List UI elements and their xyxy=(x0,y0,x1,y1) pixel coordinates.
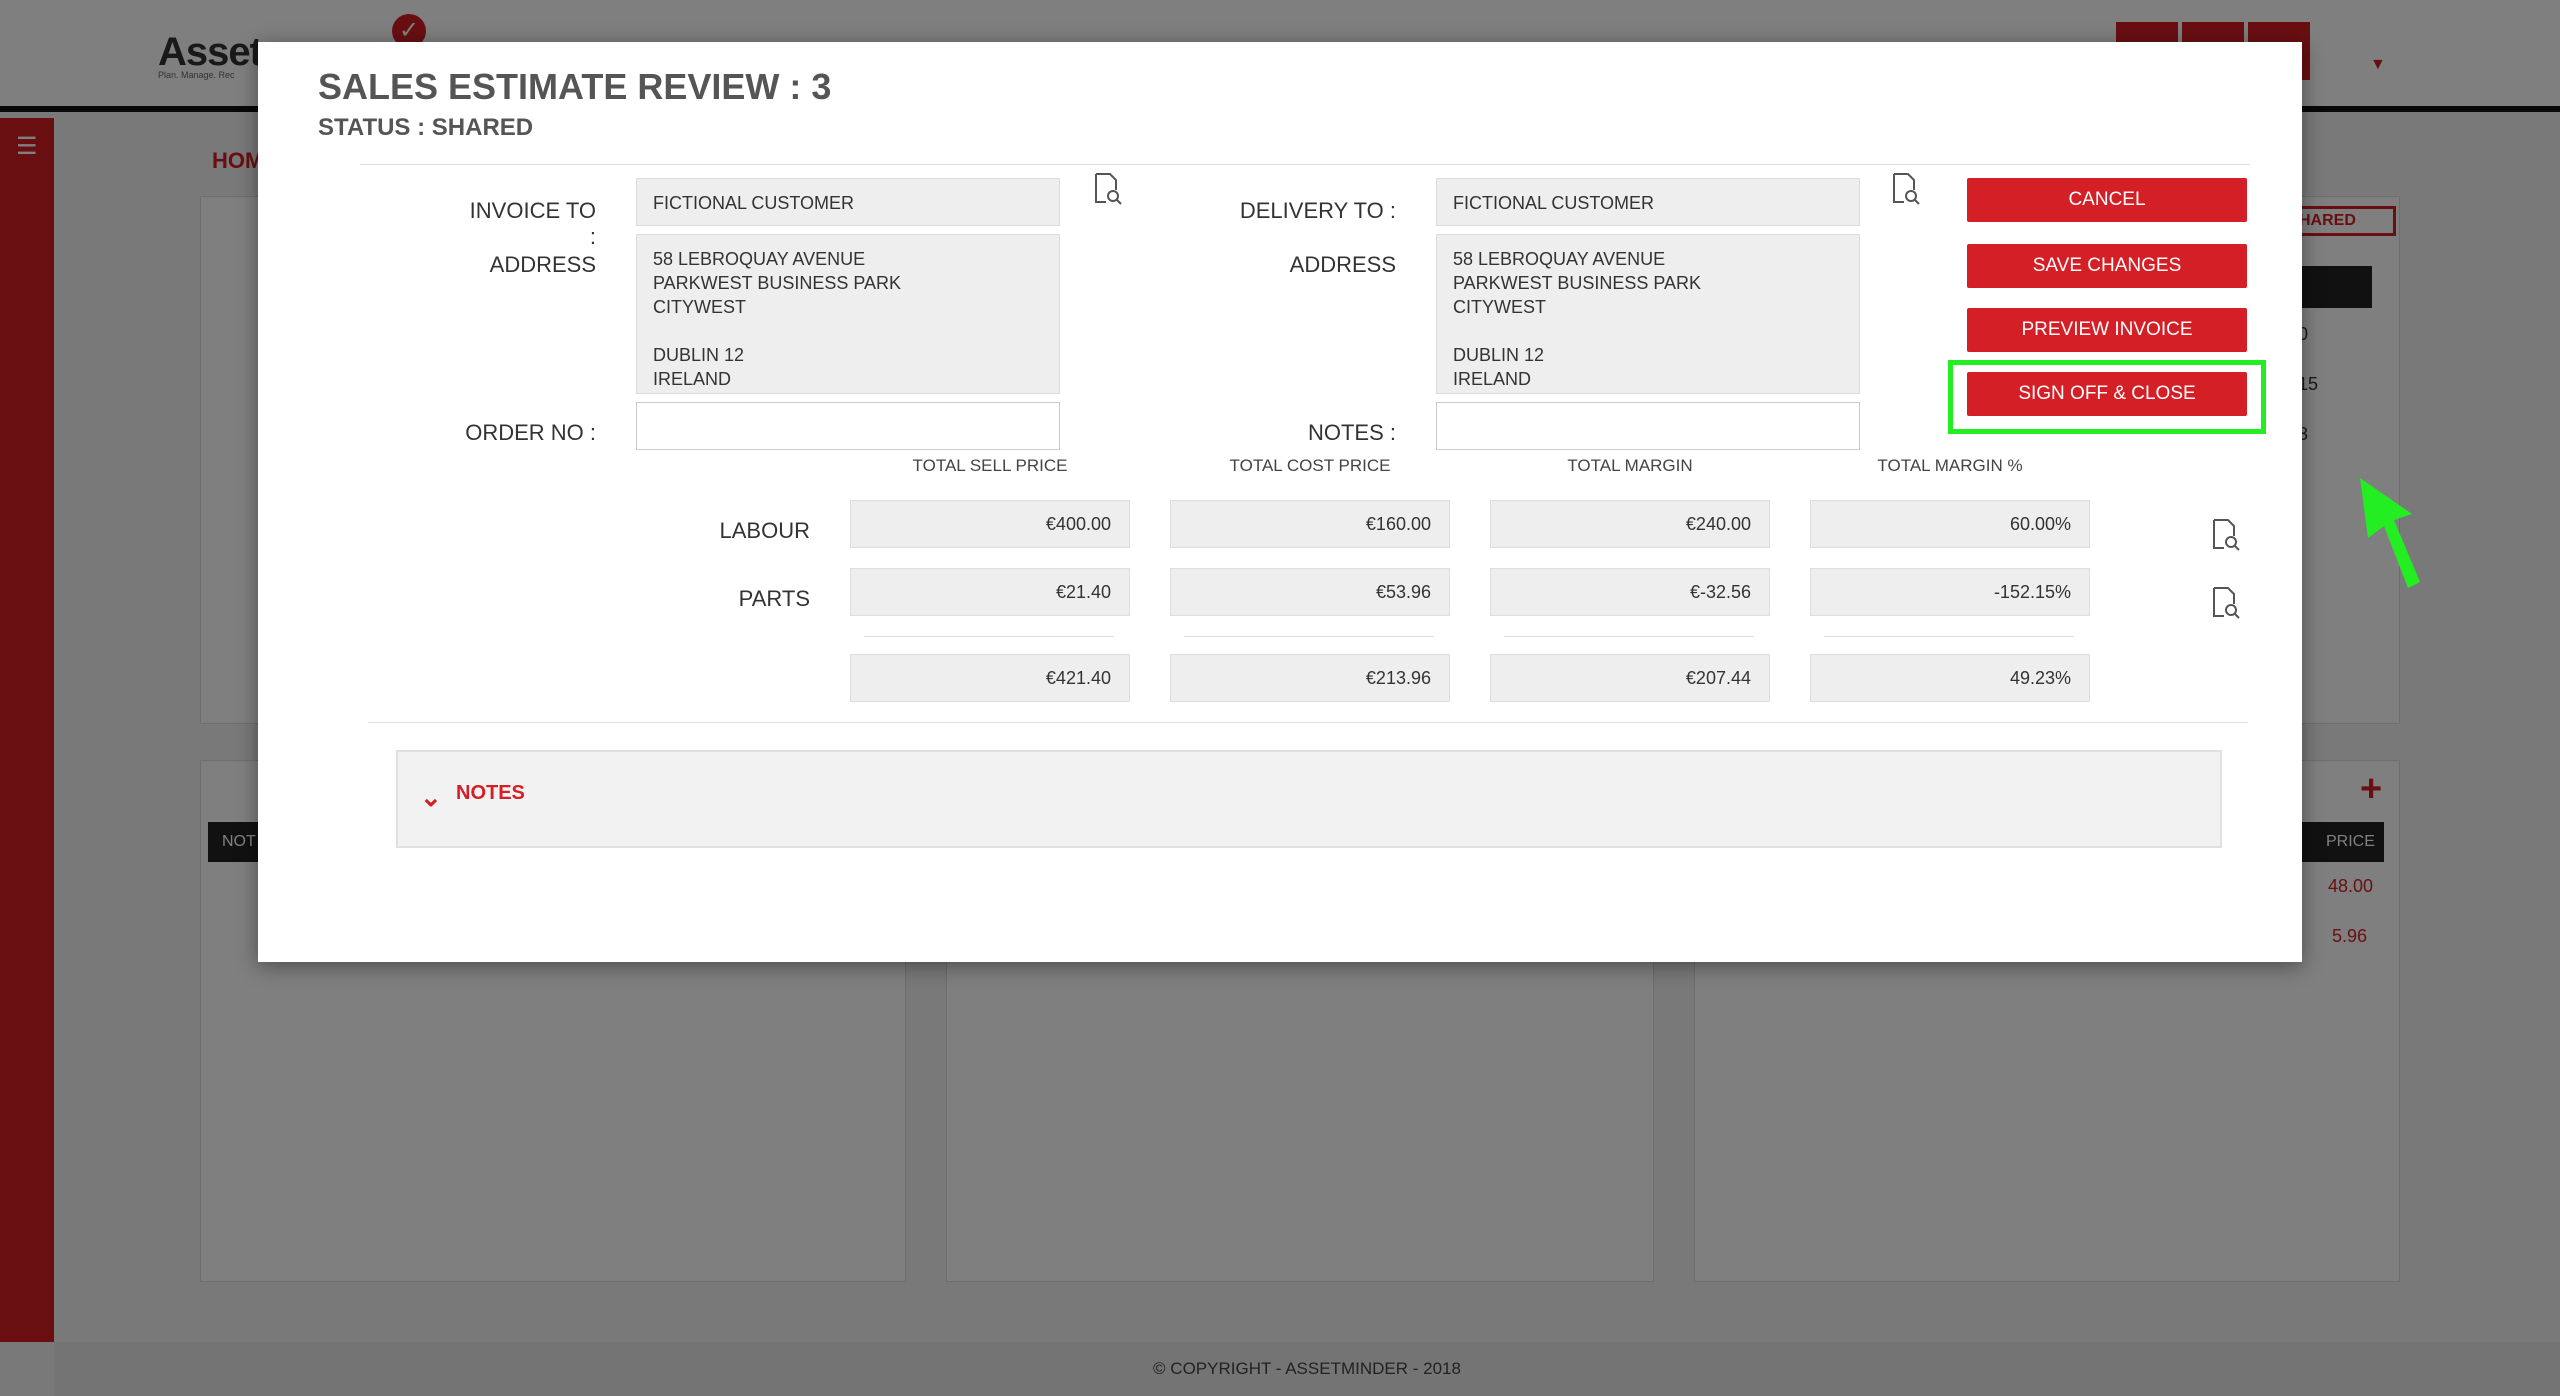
address-line: CITYWEST xyxy=(653,297,746,317)
parts-cost: €53.96 xyxy=(1170,568,1450,616)
preview-invoice-button[interactable]: PREVIEW INVOICE xyxy=(1967,308,2247,352)
grand-total-sell: €421.40 xyxy=(850,654,1130,702)
highlight-box xyxy=(1948,360,2266,434)
invoice-address-field[interactable]: 58 LEBROQUAY AVENUE PARKWEST BUSINESS PA… xyxy=(636,234,1060,394)
grand-total-margin-pct: 49.23% xyxy=(1810,654,2090,702)
address-line: PARKWEST BUSINESS PARK xyxy=(1453,273,1702,293)
divider xyxy=(368,722,2248,723)
labour-document-search-icon[interactable] xyxy=(2208,518,2242,552)
separator xyxy=(864,636,1114,637)
notes-section-label[interactable]: NOTES xyxy=(456,782,525,804)
order-no-input[interactable] xyxy=(636,402,1060,450)
delivery-address-field[interactable]: 58 LEBROQUAY AVENUE PARKWEST BUSINESS PA… xyxy=(1436,234,1860,394)
invoice-to-field[interactable]: FICTIONAL CUSTOMER xyxy=(636,178,1060,226)
address-line: CITYWEST xyxy=(1453,297,1546,317)
sales-estimate-modal: SALES ESTIMATE REVIEW : 3 STATUS : SHARE… xyxy=(258,42,2420,962)
separator xyxy=(1504,636,1754,637)
grand-total-margin: €207.44 xyxy=(1490,654,1770,702)
notes-label: NOTES : xyxy=(1307,420,1396,445)
labour-cost: €160.00 xyxy=(1170,500,1450,548)
modal-status: STATUS : SHARED xyxy=(318,114,534,141)
header-total-sell: TOTAL SELL PRICE xyxy=(912,456,1068,475)
parts-margin-pct: -152.15% xyxy=(1810,568,2090,616)
notes-section[interactable]: ⌄ NOTES xyxy=(396,750,2222,848)
invoice-lookup-document-search-icon[interactable] xyxy=(1090,172,1124,206)
parts-document-search-icon[interactable] xyxy=(2208,586,2242,620)
separator xyxy=(1824,636,2074,637)
delivery-to-field[interactable]: FICTIONAL CUSTOMER xyxy=(1436,178,1860,226)
address-line: 58 LEBROQUAY AVENUE xyxy=(1453,249,1666,269)
header-total-margin: TOTAL MARGIN xyxy=(1567,456,1693,475)
address-line: 58 LEBROQUAY AVENUE xyxy=(653,249,866,269)
invoice-address-label: ADDRESS xyxy=(489,252,596,277)
modal-title: SALES ESTIMATE REVIEW : 3 xyxy=(318,66,832,107)
address-line: DUBLIN 12 xyxy=(653,345,745,365)
parts-label: PARTS xyxy=(738,586,810,611)
order-no-label: ORDER NO : xyxy=(465,420,596,445)
address-line: IRELAND xyxy=(653,369,732,389)
pointer-arrow-icon xyxy=(2360,478,2420,588)
notes-input[interactable] xyxy=(1436,402,1860,450)
delivery-lookup-document-search-icon[interactable] xyxy=(1888,172,1922,206)
chevron-down-icon[interactable]: ⌄ xyxy=(420,782,442,812)
delivery-address-label: ADDRESS xyxy=(1289,252,1396,277)
labour-label: LABOUR xyxy=(719,518,810,543)
address-line xyxy=(1453,319,1843,343)
divider xyxy=(360,164,2250,165)
sign-off-close-button[interactable]: SIGN OFF & CLOSE xyxy=(1967,372,2247,416)
save-changes-button[interactable]: SAVE CHANGES xyxy=(1967,244,2247,288)
labour-margin-pct: 60.00% xyxy=(1810,500,2090,548)
invoice-to-label: INVOICE TO : xyxy=(469,198,596,249)
separator xyxy=(1184,636,1434,637)
address-line: IRELAND xyxy=(1453,369,1532,389)
address-line: DUBLIN 12 xyxy=(1453,345,1545,365)
header-total-cost: TOTAL COST PRICE xyxy=(1229,456,1391,475)
labour-margin: €240.00 xyxy=(1490,500,1770,548)
parts-margin: €-32.56 xyxy=(1490,568,1770,616)
cancel-button[interactable]: CANCEL xyxy=(1967,178,2247,222)
labour-sell: €400.00 xyxy=(850,500,1130,548)
parts-sell: €21.40 xyxy=(850,568,1130,616)
header-total-margin-pct: TOTAL MARGIN % xyxy=(1877,456,2023,475)
address-line: PARKWEST BUSINESS PARK xyxy=(653,273,902,293)
grand-total-cost: €213.96 xyxy=(1170,654,1450,702)
address-line xyxy=(653,319,1043,343)
delivery-to-label: DELIVERY TO : xyxy=(1239,198,1396,223)
